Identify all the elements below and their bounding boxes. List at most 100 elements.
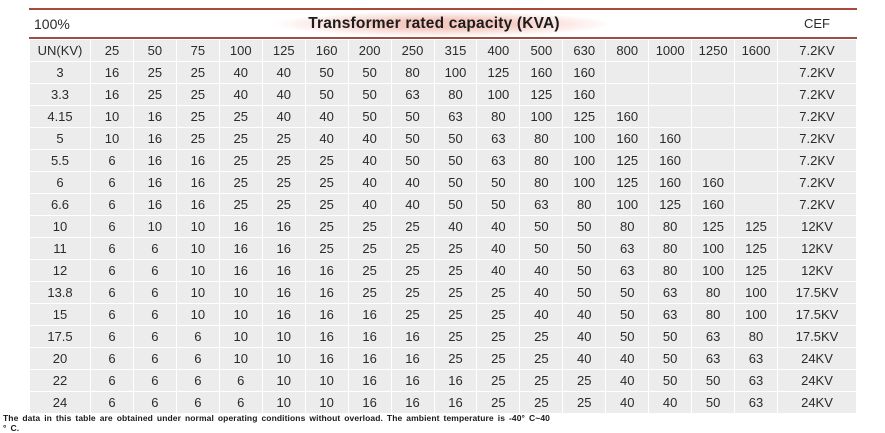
value-cell: 16 bbox=[133, 194, 176, 215]
value-cell: 25 bbox=[520, 348, 563, 369]
value-cell: 10 bbox=[262, 370, 305, 391]
value-cell: 25 bbox=[305, 172, 348, 193]
value-cell: 16 bbox=[91, 62, 133, 83]
value-cell: 16 bbox=[305, 348, 348, 369]
value-cell: 160 bbox=[606, 128, 649, 149]
value-cell: 50 bbox=[348, 62, 391, 83]
value-cell: 6 bbox=[219, 392, 262, 413]
value-cell: 25 bbox=[563, 370, 606, 391]
table-row: 11 6 6 10 16 16 25 25 25 25 40 50 50 63 80 100 125 12KV bbox=[30, 238, 856, 259]
value-cell: 10 bbox=[176, 282, 219, 303]
header-cell: 250 bbox=[391, 40, 434, 61]
value-cell: 100 bbox=[563, 150, 606, 171]
value-cell: 25 bbox=[133, 62, 176, 83]
value-cell: 50 bbox=[563, 260, 606, 281]
row-label-cell: 5 bbox=[30, 128, 90, 149]
value-cell: 50 bbox=[434, 172, 477, 193]
value-cell: 10 bbox=[176, 216, 219, 237]
value-cell: 100 bbox=[434, 62, 477, 83]
value-cell: 16 bbox=[391, 370, 434, 391]
value-cell: 25 bbox=[477, 326, 520, 347]
value-cell: 16 bbox=[262, 238, 305, 259]
value-cell: 50 bbox=[348, 106, 391, 127]
value-cell: 80 bbox=[434, 84, 477, 105]
table-row: 3.3 16 25 25 40 40 50 50 63 80 100 125 160 7.2KV bbox=[30, 84, 856, 105]
value-cell: 16 bbox=[348, 370, 391, 391]
cef-cell: 24KV bbox=[778, 392, 856, 413]
value-cell: 6 bbox=[91, 238, 133, 259]
value-cell: 50 bbox=[563, 282, 606, 303]
cef-cell: 17.5KV bbox=[778, 304, 856, 325]
header-cell: 7.2KV bbox=[778, 40, 856, 61]
value-cell: 25 bbox=[305, 150, 348, 171]
value-cell: 50 bbox=[434, 150, 477, 171]
value-cell: 25 bbox=[391, 282, 434, 303]
value-cell: 40 bbox=[520, 304, 563, 325]
value-cell: 160 bbox=[649, 128, 692, 149]
table-row: 13.8 6 6 10 10 16 16 25 25 25 25 40 50 50 63 80 100 17.5K… bbox=[30, 282, 856, 303]
value-cell: 16 bbox=[348, 348, 391, 369]
value-cell: 16 bbox=[262, 260, 305, 281]
value-cell: 40 bbox=[520, 260, 563, 281]
cef-cell: 7.2KV bbox=[778, 194, 856, 215]
value-cell: 10 bbox=[219, 326, 262, 347]
value-cell: 160 bbox=[606, 106, 649, 127]
value-cell: 50 bbox=[649, 326, 692, 347]
table-row: 4.15 10 16 25 25 40 40 50 50 63 80 100 125 160 7.2KV bbox=[30, 106, 856, 127]
value-cell: 6 bbox=[133, 282, 176, 303]
value-cell: 10 bbox=[176, 260, 219, 281]
value-cell: 6 bbox=[133, 260, 176, 281]
value-cell: 16 bbox=[219, 216, 262, 237]
column-header-row: UN(KV) 25 50 75 100 125 160 200 250 315 400 500 630 8… bbox=[30, 40, 856, 61]
value-cell bbox=[692, 128, 735, 149]
value-cell: 16 bbox=[133, 106, 176, 127]
value-cell: 6 bbox=[176, 392, 219, 413]
value-cell: 16 bbox=[391, 348, 434, 369]
value-cell: 16 bbox=[133, 172, 176, 193]
value-cell: 16 bbox=[391, 392, 434, 413]
value-cell: 40 bbox=[563, 326, 606, 347]
value-cell: 40 bbox=[262, 62, 305, 83]
value-cell: 25 bbox=[176, 106, 219, 127]
value-cell: 50 bbox=[305, 84, 348, 105]
value-cell: 25 bbox=[176, 62, 219, 83]
value-cell: 40 bbox=[563, 348, 606, 369]
value-cell: 6 bbox=[91, 326, 133, 347]
table-row: 12 6 6 10 16 16 16 25 25 25 40 40 50 63 80 100 125 12KV bbox=[30, 260, 856, 281]
value-cell bbox=[735, 150, 777, 171]
row-label-cell: 20 bbox=[30, 348, 90, 369]
header-cell: 400 bbox=[477, 40, 520, 61]
value-cell: 40 bbox=[391, 172, 434, 193]
value-cell: 50 bbox=[434, 128, 477, 149]
value-cell: 25 bbox=[434, 260, 477, 281]
value-cell: 25 bbox=[305, 238, 348, 259]
table-row: 10 6 10 10 16 16 25 25 25 40 40 50 50 80 80 125 125 12KV bbox=[30, 216, 856, 237]
value-cell: 25 bbox=[520, 392, 563, 413]
value-cell: 80 bbox=[649, 238, 692, 259]
header-cell: 500 bbox=[520, 40, 563, 61]
value-cell: 125 bbox=[606, 150, 649, 171]
value-cell: 25 bbox=[219, 106, 262, 127]
value-cell: 50 bbox=[477, 172, 520, 193]
value-cell: 25 bbox=[434, 282, 477, 303]
value-cell: 16 bbox=[305, 326, 348, 347]
capacity-table: UN(KV) 25 50 75 100 125 160 200 250 315 400 500 630 8… bbox=[29, 39, 857, 414]
value-cell: 80 bbox=[692, 282, 735, 303]
value-cell: 16 bbox=[219, 260, 262, 281]
value-cell: 10 bbox=[262, 326, 305, 347]
value-cell: 16 bbox=[91, 84, 133, 105]
value-cell: 6 bbox=[91, 172, 133, 193]
value-cell: 16 bbox=[262, 216, 305, 237]
value-cell: 50 bbox=[606, 326, 649, 347]
value-cell: 25 bbox=[219, 194, 262, 215]
value-cell: 25 bbox=[391, 216, 434, 237]
value-cell: 40 bbox=[391, 194, 434, 215]
row-label-cell: 13.8 bbox=[30, 282, 90, 303]
value-cell: 16 bbox=[176, 194, 219, 215]
value-cell: 40 bbox=[563, 304, 606, 325]
value-cell: 40 bbox=[348, 128, 391, 149]
value-cell: 160 bbox=[649, 172, 692, 193]
header-cell: 630 bbox=[563, 40, 606, 61]
value-cell: 80 bbox=[477, 106, 520, 127]
